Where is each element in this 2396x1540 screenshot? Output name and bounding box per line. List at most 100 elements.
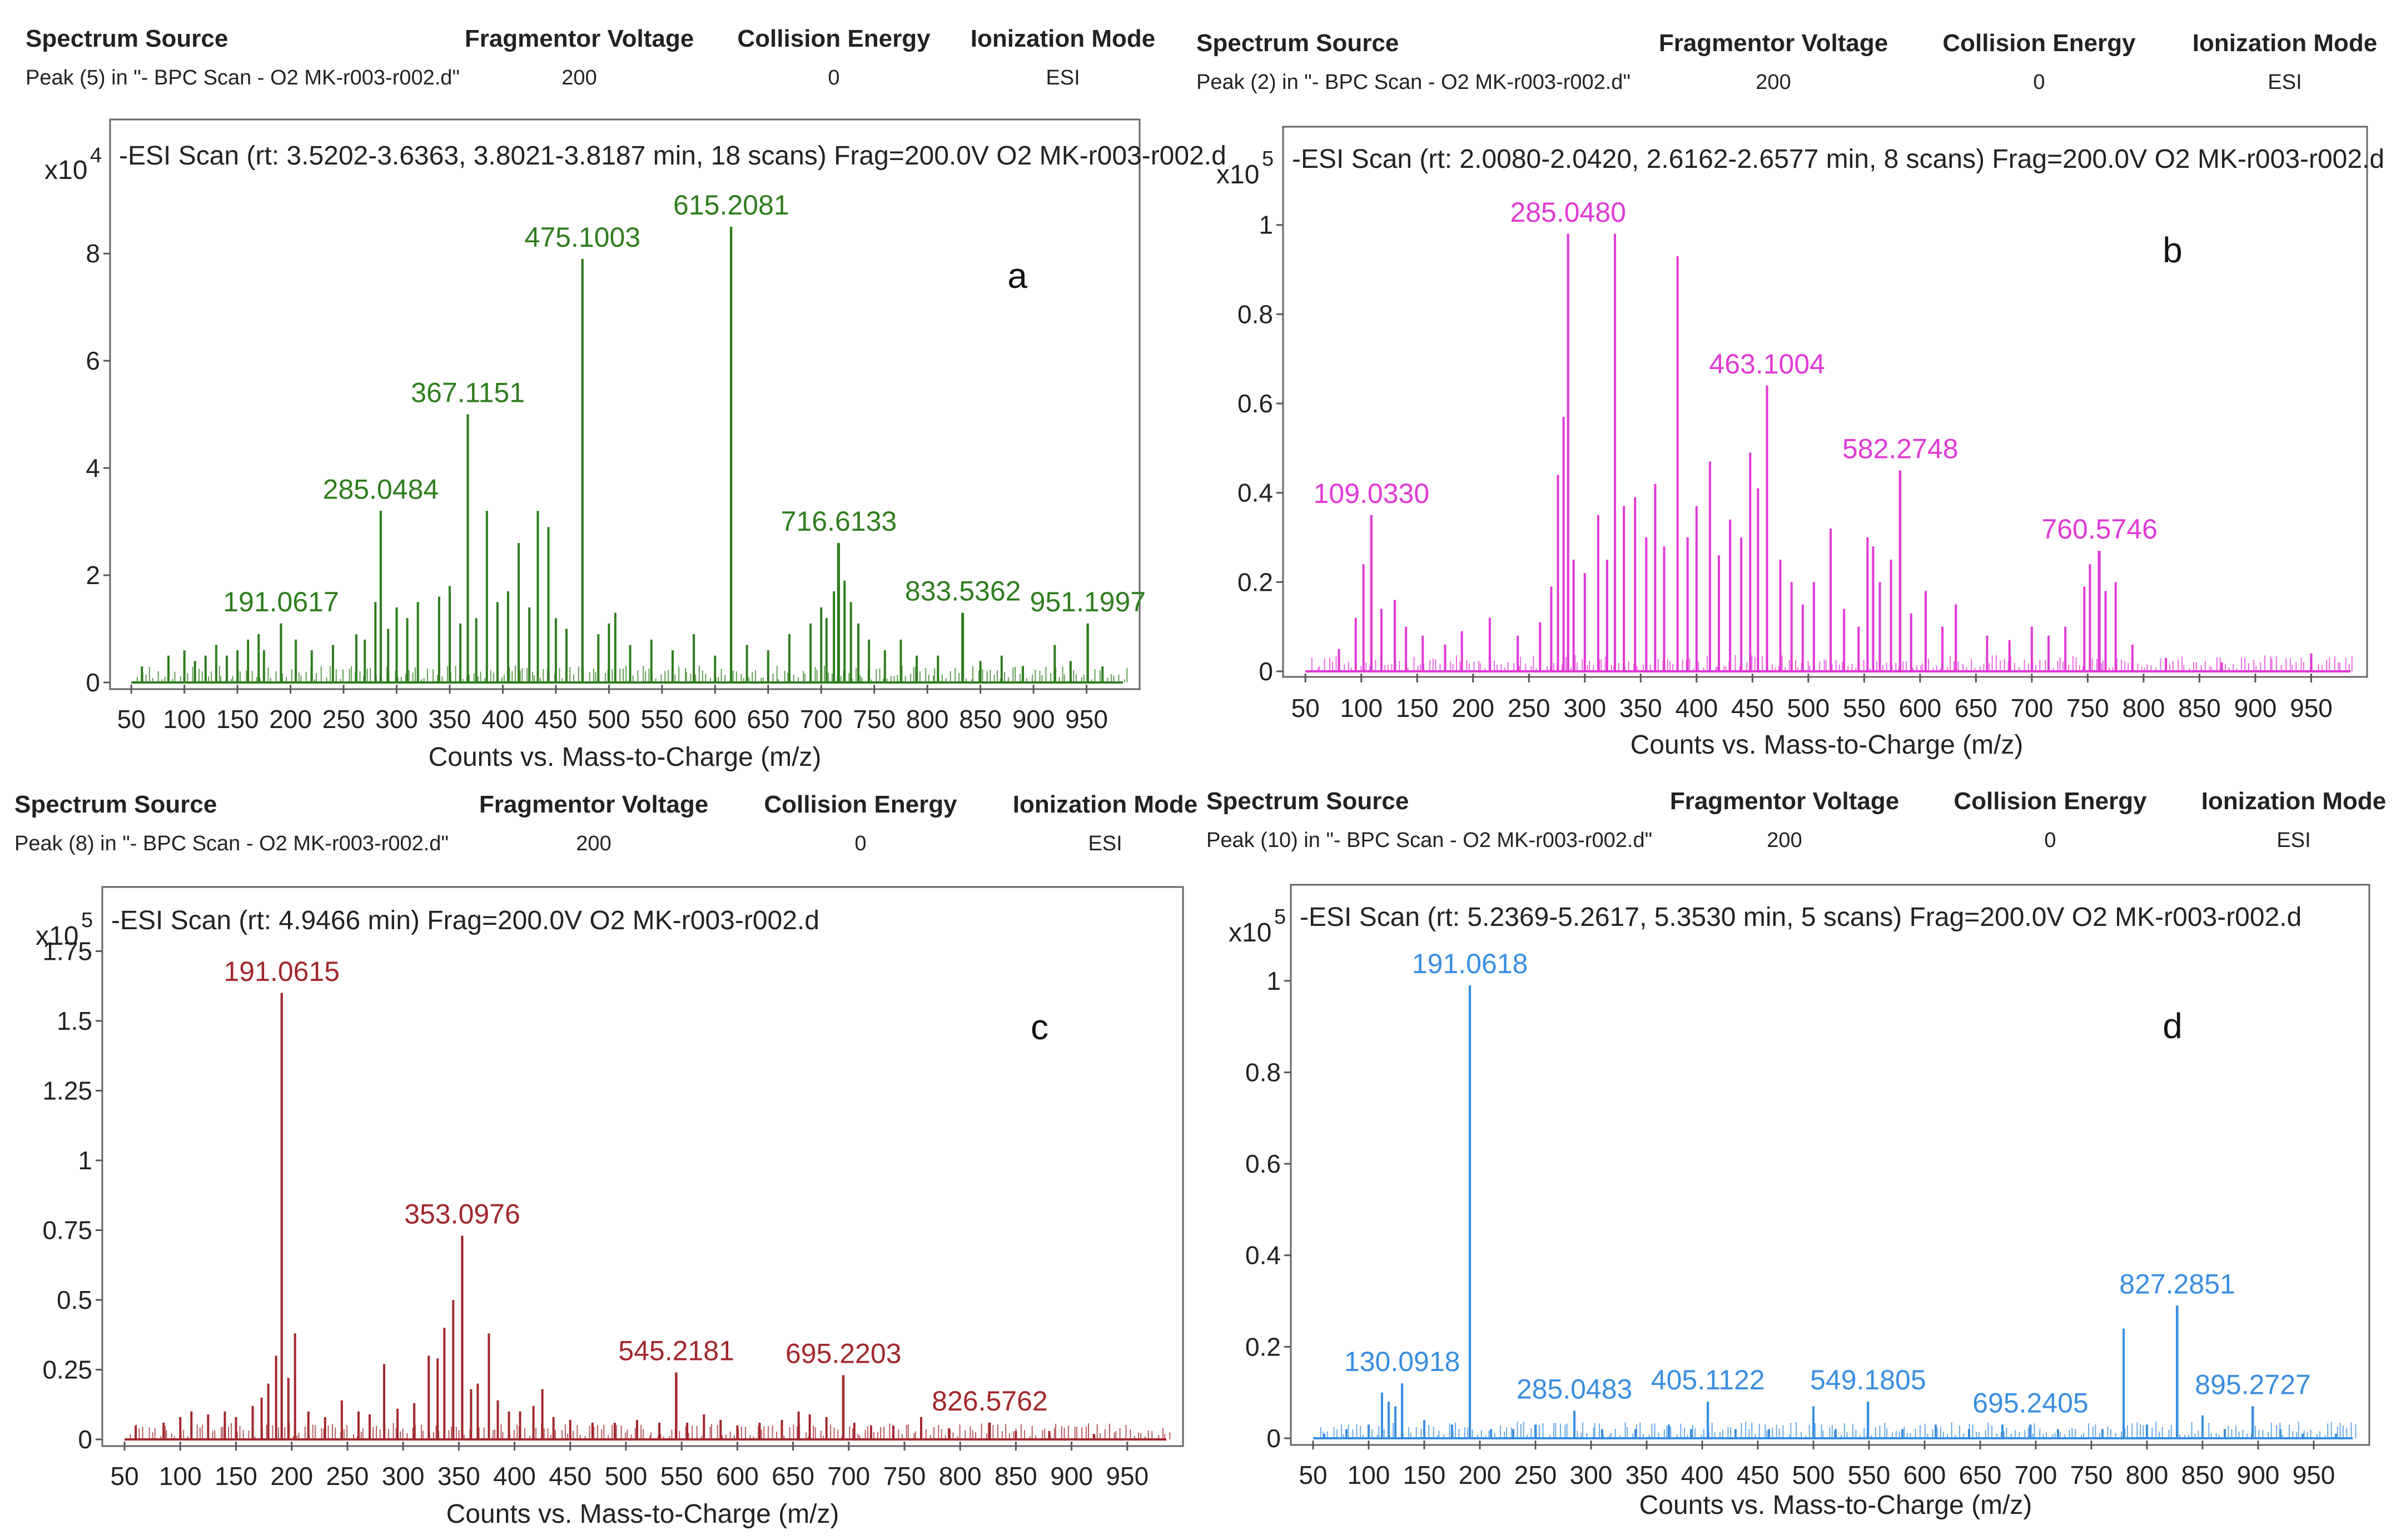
peak-label: 695.2203 xyxy=(786,1338,902,1369)
x-tick-label: 700 xyxy=(2011,694,2054,722)
header-fragmentor-voltage: Fragmentor Voltage xyxy=(1659,29,1888,57)
x-tick-label: 750 xyxy=(883,1462,926,1491)
scan-label: -ESI Scan (rt: 3.5202-3.6363, 3.8021-3.8… xyxy=(119,141,1226,171)
fragmentor-voltage-value: 200 xyxy=(1756,71,1791,94)
x-tick-label: 50 xyxy=(1291,694,1320,722)
x-tick-label: 950 xyxy=(1065,705,1108,734)
x-tick-label: 300 xyxy=(382,1462,425,1491)
peak-label: 615.2081 xyxy=(673,190,789,221)
x-axis-label: Counts vs. Mass-to-Charge (m/z) xyxy=(446,1499,839,1529)
y-tick-label: 6 xyxy=(86,346,100,375)
spectrum-plot: 191.0615 353.0976 545.2181 695.2203 826.5762… xyxy=(42,936,1171,1491)
y-tick-label: 0.4 xyxy=(1237,479,1273,507)
y-multiplier: x10 xyxy=(1229,918,1271,948)
x-tick-label: 800 xyxy=(939,1462,982,1491)
panel-letter: c xyxy=(1031,1007,1048,1047)
x-tick-label: 950 xyxy=(2290,694,2333,722)
peak-label: 285.0480 xyxy=(1510,197,1626,228)
peak-label: 716.6133 xyxy=(781,506,897,537)
x-tick-label: 350 xyxy=(429,705,471,734)
x-axis-label: Counts vs. Mass-to-Charge (m/z) xyxy=(1631,730,2024,760)
spectrum-source-value: Peak (10) in "- BPC Scan - O2 MK-r003-r0… xyxy=(1206,829,1652,852)
x-tick-label: 950 xyxy=(2293,1461,2335,1489)
x-tick-label: 50 xyxy=(1299,1461,1327,1489)
x-tick-label: 650 xyxy=(1959,1461,2002,1489)
spectrum-source-value: Peak (2) in "- BPC Scan - O2 MK-r003-r00… xyxy=(1196,71,1631,94)
scan-label: -ESI Scan (rt: 2.0080-2.0420, 2.6162-2.6… xyxy=(1292,144,2384,174)
y-multiplier: x10 xyxy=(1216,160,1259,190)
x-tick-label: 350 xyxy=(1619,694,1662,722)
header-ionization-mode: Ionization Mode xyxy=(1013,791,1197,818)
y-tick-label: 4 xyxy=(86,453,100,482)
x-tick-label: 450 xyxy=(1737,1461,1779,1489)
y-tick-label: 0 xyxy=(1266,1424,1281,1453)
x-tick-label: 800 xyxy=(906,705,949,734)
y-tick-label: 1 xyxy=(1259,211,1273,240)
peak-label: 191.0617 xyxy=(223,586,339,617)
x-tick-label: 50 xyxy=(110,1462,138,1491)
panel-letter: d xyxy=(2163,1006,2183,1046)
x-tick-label: 450 xyxy=(1731,694,1774,722)
x-tick-label: 400 xyxy=(1675,694,1718,722)
x-tick-label: 500 xyxy=(1787,694,1830,722)
peak-label: 463.1004 xyxy=(1709,348,1825,380)
header-ionization-mode: Ionization Mode xyxy=(971,25,1155,52)
x-tick-label: 150 xyxy=(1403,1461,1446,1489)
x-tick-label: 150 xyxy=(215,1462,257,1491)
x-tick-label: 350 xyxy=(438,1462,480,1491)
spectrum-source-value: Peak (5) in "- BPC Scan - O2 MK-r003-r00… xyxy=(26,66,460,89)
fragmentor-voltage-value: 200 xyxy=(561,66,596,89)
peak-label: 191.0618 xyxy=(1412,948,1528,979)
collision-energy-value: 0 xyxy=(828,66,839,89)
x-tick-label: 200 xyxy=(1451,694,1494,722)
x-tick-label: 550 xyxy=(640,705,683,734)
x-tick-label: 100 xyxy=(1340,694,1383,722)
ionization-mode-value: ESI xyxy=(1046,66,1080,89)
header-fragmentor-voltage: Fragmentor Voltage xyxy=(1670,788,1899,815)
x-tick-label: 500 xyxy=(605,1462,648,1491)
x-tick-label: 700 xyxy=(2015,1461,2057,1489)
x-tick-label: 700 xyxy=(800,705,843,734)
y-exponent: 5 xyxy=(81,909,93,932)
x-tick-label: 750 xyxy=(853,705,896,734)
x-tick-label: 500 xyxy=(588,705,630,734)
x-tick-label: 850 xyxy=(959,705,1002,734)
collision-energy-value: 0 xyxy=(854,832,866,855)
y-tick-label: 0 xyxy=(78,1425,92,1454)
x-tick-label: 150 xyxy=(216,705,259,734)
header-collision-energy: Collision Energy xyxy=(1953,788,2147,815)
x-tick-label: 300 xyxy=(1570,1461,1613,1489)
peak-label: 833.5362 xyxy=(905,576,1021,607)
y-tick-label: 0.2 xyxy=(1237,567,1273,596)
peak-label: 285.0483 xyxy=(1517,1374,1633,1405)
y-multiplier: x10 xyxy=(36,921,78,951)
x-tick-label: 250 xyxy=(1514,1461,1557,1489)
y-tick-label: 8 xyxy=(86,239,100,268)
collision-energy-value: 0 xyxy=(2033,71,2045,94)
y-tick-label: 1.5 xyxy=(57,1006,92,1035)
peak-label: 405.1122 xyxy=(1651,1364,1765,1396)
y-tick-label: 2 xyxy=(86,561,100,590)
x-tick-label: 600 xyxy=(1899,694,1942,722)
header-collision-energy: Collision Energy xyxy=(1942,29,2136,57)
x-tick-label: 850 xyxy=(2181,1461,2224,1489)
ionization-mode-value: ESI xyxy=(2268,71,2301,94)
ionization-mode-value: ESI xyxy=(2276,829,2310,852)
x-tick-label: 850 xyxy=(995,1462,1037,1491)
x-tick-label: 550 xyxy=(1843,694,1886,722)
x-tick-label: 800 xyxy=(2126,1461,2169,1489)
peak-label: 827.2851 xyxy=(2119,1268,2235,1299)
scan-label: -ESI Scan (rt: 4.9466 min) Frag=200.0V O… xyxy=(111,906,819,935)
y-exponent: 5 xyxy=(1262,147,1274,171)
peak-label: 545.2181 xyxy=(618,1335,734,1367)
x-tick-label: 250 xyxy=(1508,694,1550,722)
header-spectrum-source: Spectrum Source xyxy=(1206,788,1409,815)
peak-label: 367.1151 xyxy=(411,377,525,408)
x-tick-label: 350 xyxy=(1625,1461,1668,1489)
y-tick-label: 1.25 xyxy=(42,1076,92,1105)
peak-label: 549.1805 xyxy=(1810,1364,1926,1396)
scan-label: -ESI Scan (rt: 5.2369-5.2617, 5.3530 min… xyxy=(1300,903,2301,932)
x-tick-label: 400 xyxy=(1681,1461,1724,1489)
x-tick-label: 600 xyxy=(1903,1461,1946,1489)
